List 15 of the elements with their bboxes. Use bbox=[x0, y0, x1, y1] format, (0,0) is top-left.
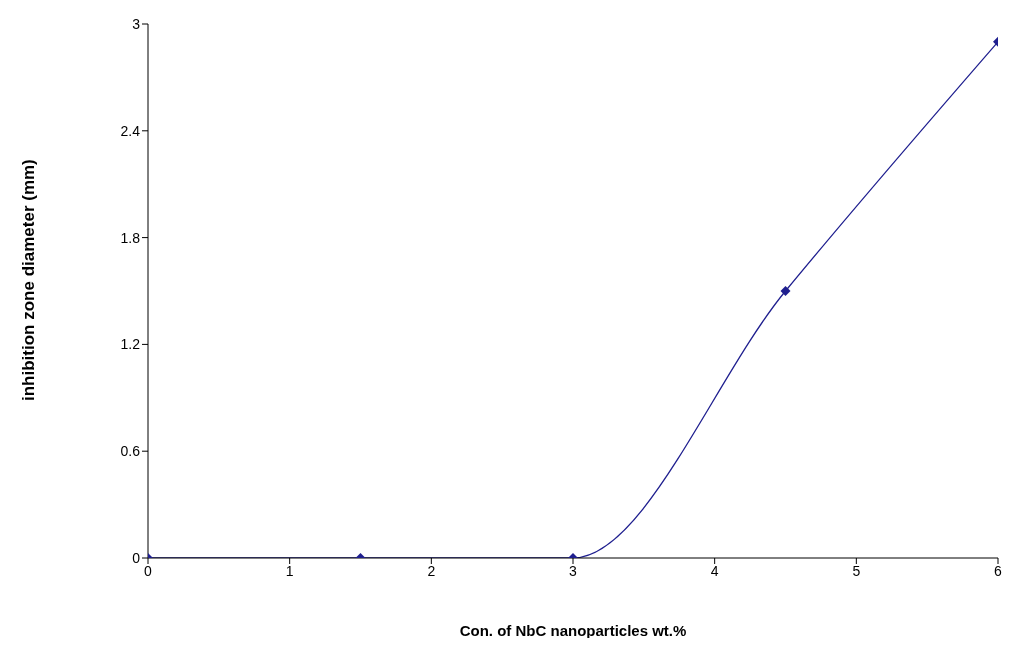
y-axis-title: inhibition zone diameter (mm) bbox=[19, 159, 39, 401]
y-tick-label: 1.8 bbox=[120, 229, 141, 246]
x-tick-label: 5 bbox=[852, 562, 861, 579]
y-tick-label: 3 bbox=[132, 15, 141, 32]
x-tick-label: 3 bbox=[569, 562, 578, 579]
x-tick-label: 1 bbox=[285, 562, 294, 579]
x-tick-label: 4 bbox=[710, 562, 719, 579]
y-tick-label: 0 bbox=[132, 549, 141, 566]
x-tick-label: 6 bbox=[994, 562, 1003, 579]
point bbox=[780, 286, 791, 296]
x-tick-label: 2 bbox=[427, 562, 436, 579]
y-tick-label: 1.2 bbox=[120, 336, 141, 353]
x-tick-label: 0 bbox=[144, 562, 153, 579]
y-tick-label: 0.6 bbox=[120, 443, 141, 460]
y-tick-label: 2.4 bbox=[120, 122, 141, 139]
